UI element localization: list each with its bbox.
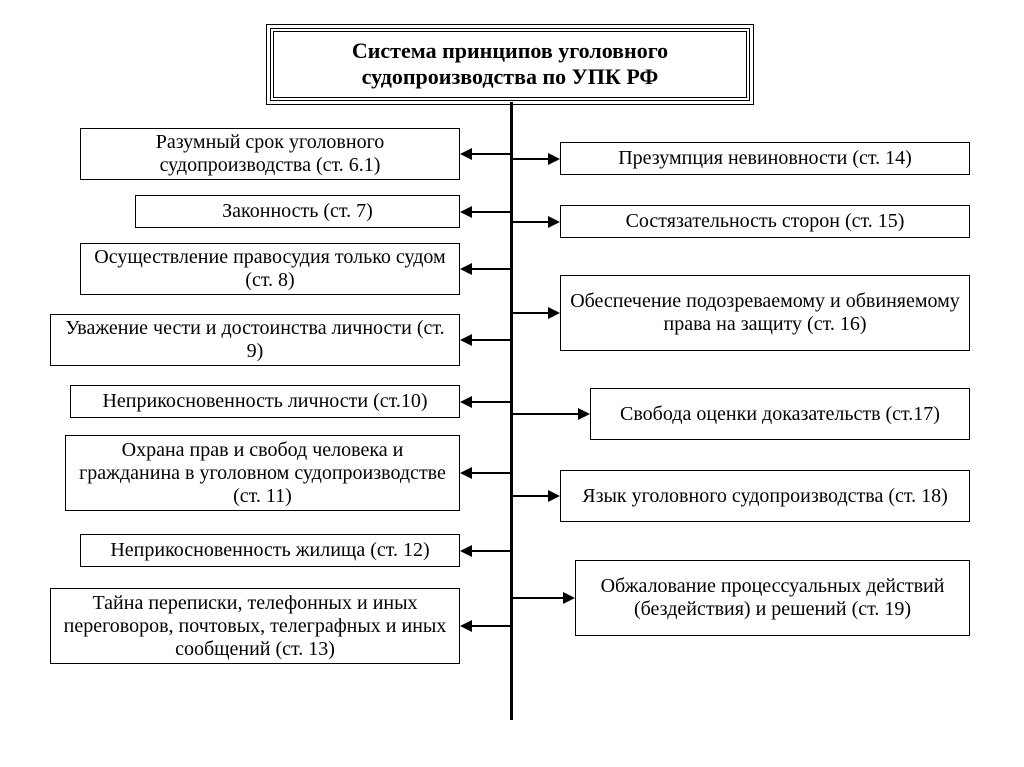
connector — [513, 413, 580, 415]
spine — [510, 102, 513, 720]
node-label: Обеспечение подозреваемому и обвиняемому… — [569, 290, 961, 336]
left-node: Тайна переписки, телефонных и иных перег… — [50, 588, 460, 664]
arrow-right-icon — [548, 490, 560, 502]
connector — [513, 221, 550, 223]
connector — [513, 158, 550, 160]
right-node: Язык уголовного судопроизводства (ст. 18… — [560, 470, 970, 522]
right-node: Свобода оценки доказательств (ст.17) — [590, 388, 970, 440]
node-label: Неприкосновенность жилища (ст. 12) — [110, 539, 429, 562]
arrow-left-icon — [460, 206, 472, 218]
node-label: Уважение чести и достоинства личности (с… — [59, 317, 451, 363]
node-label: Охрана прав и свобод человека и граждани… — [74, 439, 451, 508]
title-line-1: Система принципов уголовного — [288, 38, 732, 64]
left-node: Уважение чести и достоинства личности (с… — [50, 314, 460, 366]
connector — [470, 339, 510, 341]
node-label: Язык уголовного судопроизводства (ст. 18… — [582, 485, 948, 508]
left-node: Неприкосновенность жилища (ст. 12) — [80, 534, 460, 567]
arrow-right-icon — [578, 408, 590, 420]
connector — [470, 153, 510, 155]
connector — [470, 211, 510, 213]
left-node: Неприкосновенность личности (ст.10) — [70, 385, 460, 418]
node-label: Состязательность сторон (ст. 15) — [626, 210, 905, 233]
arrow-left-icon — [460, 334, 472, 346]
arrow-left-icon — [460, 396, 472, 408]
arrow-left-icon — [460, 263, 472, 275]
node-label: Осуществление правосудия только судом (с… — [89, 246, 451, 292]
title-line-2: судопроизводства по УПК РФ — [288, 64, 732, 90]
arrow-left-icon — [460, 467, 472, 479]
right-node: Презумпция невиновности (ст. 14) — [560, 142, 970, 175]
right-node: Состязательность сторон (ст. 15) — [560, 205, 970, 238]
arrow-right-icon — [548, 216, 560, 228]
connector — [513, 495, 550, 497]
left-node: Законность (ст. 7) — [135, 195, 460, 228]
node-label: Тайна переписки, телефонных и иных перег… — [59, 592, 451, 661]
left-node: Охрана прав и свобод человека и граждани… — [65, 435, 460, 511]
right-node: Обжалование процессуальных действий (без… — [575, 560, 970, 636]
arrow-right-icon — [563, 592, 575, 604]
node-label: Законность (ст. 7) — [222, 200, 373, 223]
arrow-left-icon — [460, 148, 472, 160]
connector — [470, 472, 510, 474]
arrow-right-icon — [548, 153, 560, 165]
node-label: Разумный срок уголовного судопроизводств… — [89, 131, 451, 177]
left-node: Разумный срок уголовного судопроизводств… — [80, 128, 460, 180]
arrow-left-icon — [460, 545, 472, 557]
connector — [470, 625, 510, 627]
diagram-title: Система принципов уголовногосудопроизвод… — [270, 28, 750, 101]
arrow-left-icon — [460, 620, 472, 632]
node-label: Презумпция невиновности (ст. 14) — [618, 147, 912, 170]
connector — [470, 268, 510, 270]
connector — [513, 597, 565, 599]
connector — [470, 550, 510, 552]
node-label: Обжалование процессуальных действий (без… — [584, 575, 961, 621]
arrow-right-icon — [548, 307, 560, 319]
connector — [470, 401, 510, 403]
left-node: Осуществление правосудия только судом (с… — [80, 243, 460, 295]
connector — [513, 312, 550, 314]
right-node: Обеспечение подозреваемому и обвиняемому… — [560, 275, 970, 351]
node-label: Свобода оценки доказательств (ст.17) — [620, 403, 940, 426]
node-label: Неприкосновенность личности (ст.10) — [102, 390, 427, 413]
